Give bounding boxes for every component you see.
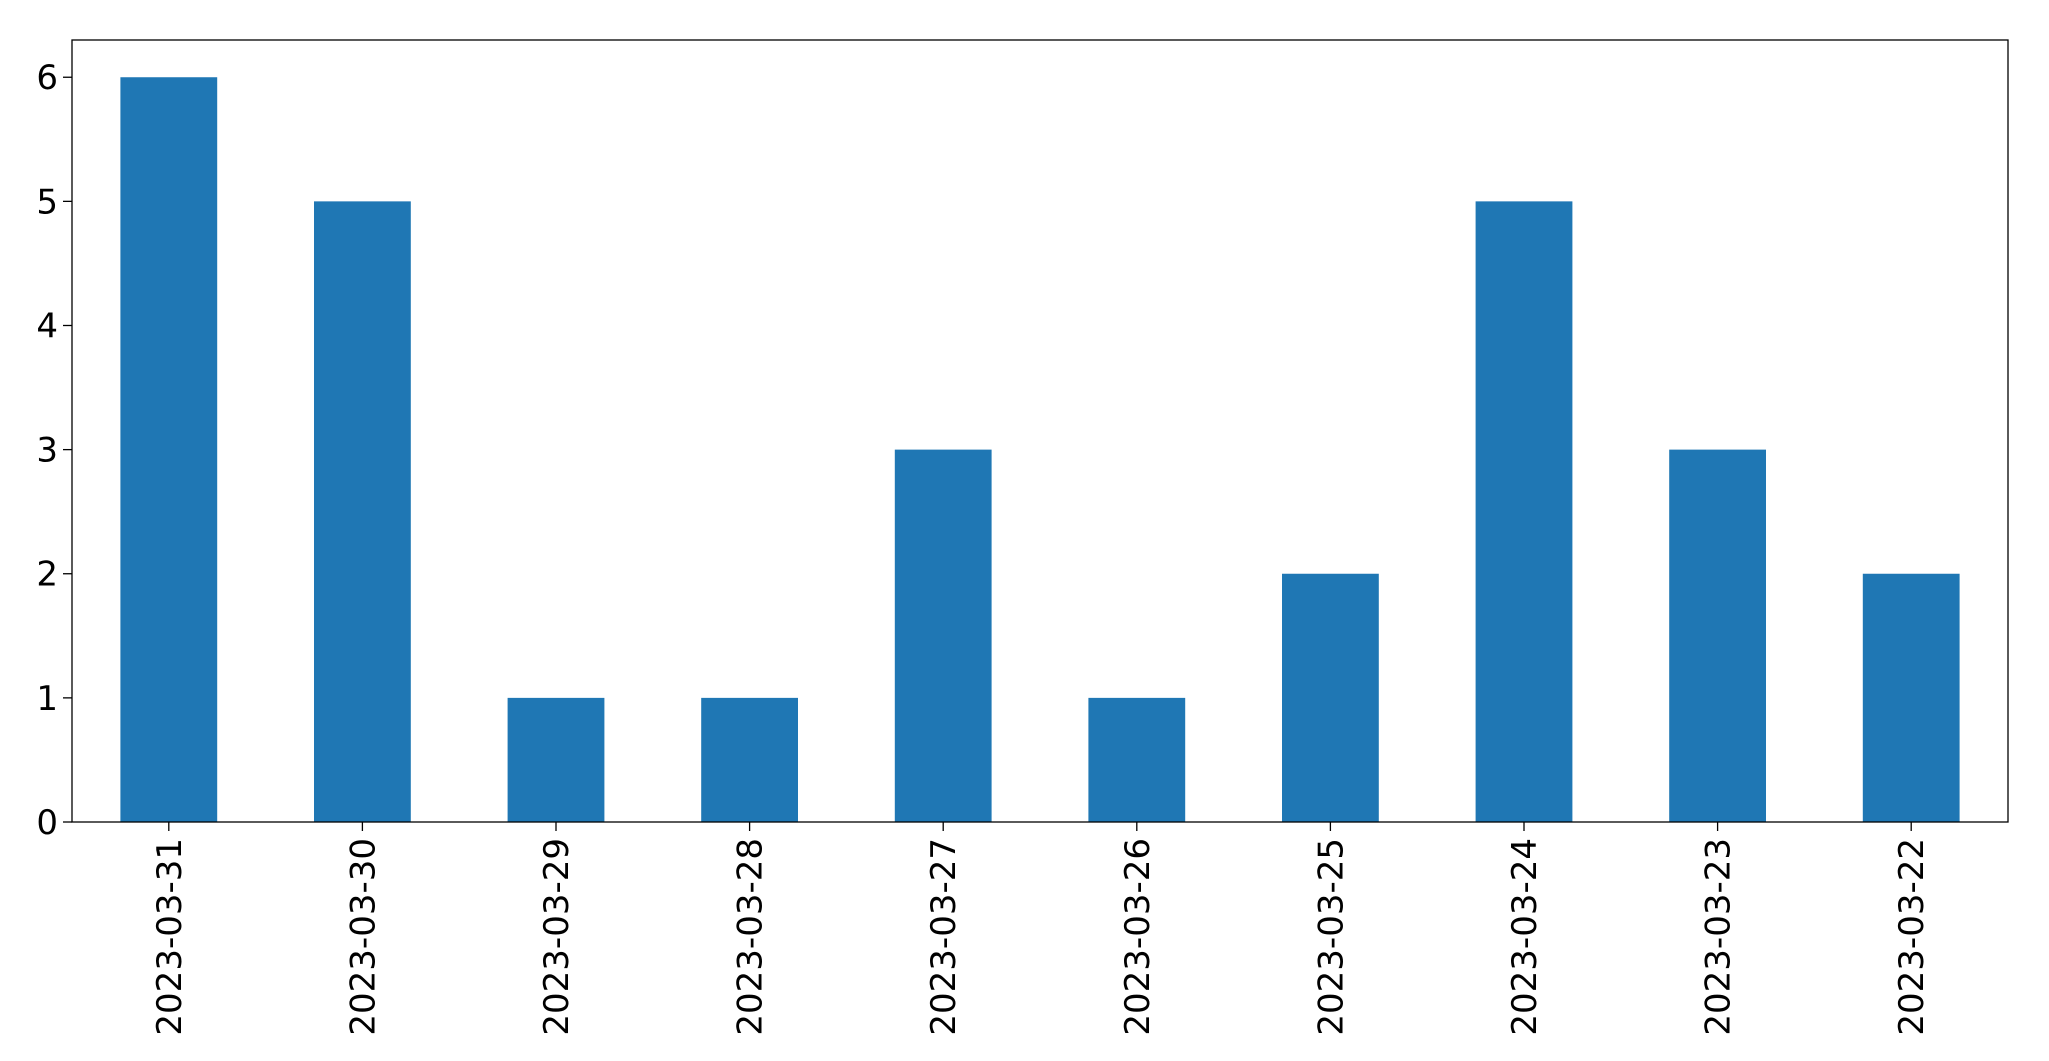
x-tick-label: 2023-03-30 (343, 838, 383, 1036)
x-tick-label: 2023-03-22 (1892, 838, 1932, 1036)
y-tick-label: 3 (36, 431, 58, 471)
bar (894, 449, 992, 822)
y-tick-label: 6 (36, 58, 58, 98)
plot-frame (71, 39, 2009, 823)
x-tick-label: 2023-03-23 (1699, 838, 1739, 1036)
bar (701, 697, 798, 822)
y-tick-label: 2 (36, 555, 58, 595)
x-tick-label: 2023-03-26 (1118, 838, 1158, 1036)
bar (507, 697, 605, 822)
bar (1862, 573, 1960, 822)
x-tick-label: 2023-03-28 (731, 838, 771, 1036)
x-tick-label: 2023-03-31 (150, 838, 190, 1036)
x-tick-label: 2023-03-27 (924, 838, 964, 1036)
y-tick-label: 5 (36, 182, 58, 222)
bar (1669, 449, 1766, 822)
x-tick-label: 2023-03-24 (1505, 838, 1545, 1036)
bar (1475, 201, 1573, 822)
bar (1088, 697, 1186, 822)
x-tick-label: 2023-03-25 (1311, 838, 1351, 1036)
bar (1282, 573, 1379, 822)
bar (120, 77, 218, 822)
y-tick-label: 4 (36, 306, 58, 346)
x-tick-label: 2023-03-29 (537, 838, 577, 1036)
y-tick-label: 1 (36, 679, 58, 719)
y-tick-label: 0 (36, 803, 58, 843)
bar (314, 201, 411, 822)
